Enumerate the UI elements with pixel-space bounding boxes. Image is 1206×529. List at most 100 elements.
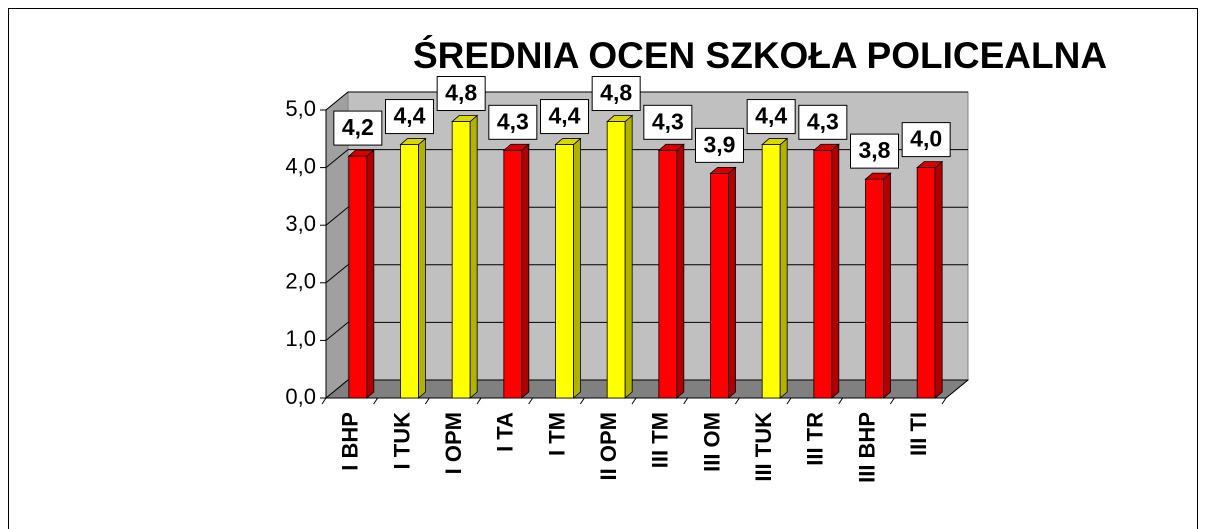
bar-top (502, 143, 530, 151)
bar-front (658, 149, 678, 399)
x-tick (579, 397, 585, 405)
value-label: 4,0 (910, 126, 942, 152)
bar (502, 143, 530, 399)
bar-top (657, 143, 685, 151)
bar (709, 166, 737, 399)
x-tick (528, 397, 534, 405)
bar-side (624, 114, 633, 399)
bar-side (521, 143, 530, 399)
x-tick (683, 397, 689, 405)
bar-front (865, 178, 884, 399)
bar-front (555, 144, 574, 399)
x-axis-end (945, 379, 969, 399)
x-tick (941, 397, 947, 405)
bar-side (366, 149, 375, 399)
bar-top (347, 149, 375, 157)
bar-top (606, 115, 634, 122)
x-tick (786, 397, 792, 405)
x-tick (373, 397, 379, 405)
x-tick (321, 397, 327, 405)
bar-top (864, 172, 892, 180)
y-tick-label: 0,0 (285, 384, 316, 409)
bar (864, 172, 892, 399)
bar-side (883, 172, 891, 399)
value-label: 4,3 (652, 108, 684, 134)
value-label-box (436, 76, 486, 112)
value-label: 3,8 (859, 137, 891, 163)
value-label: 4,2 (342, 114, 374, 140)
grid-line-side (325, 91, 349, 111)
bar-side (676, 143, 685, 399)
x-tick (476, 397, 482, 405)
x-tick-label: I OPM (441, 412, 466, 474)
x-tick-label: I TUK (389, 412, 414, 470)
x-tick (734, 397, 740, 405)
bar (399, 137, 427, 399)
value-label: 4,4 (755, 103, 787, 129)
x-tick-label: III TM (648, 412, 673, 468)
bar (916, 160, 944, 399)
x-tick (631, 397, 637, 405)
x-tick (889, 397, 895, 405)
chart-title: ŚREDNIA OCEN SZKOŁA POLICEALNA (413, 34, 1107, 76)
value-label: 3,9 (704, 131, 736, 157)
bar-front (606, 121, 626, 399)
y-tick-label: 2,0 (285, 269, 316, 294)
bar (761, 137, 789, 399)
bar-side (831, 143, 840, 399)
bar-side (573, 137, 581, 399)
x-tick-label: III TI (906, 412, 931, 456)
grid-line-side (325, 322, 349, 341)
y-tick-label: 1,0 (285, 326, 316, 351)
bar (657, 143, 685, 399)
value-label: 4,3 (807, 108, 839, 134)
value-label-box (591, 76, 641, 112)
x-tick-label: I TM (544, 412, 569, 456)
bar-front (451, 121, 471, 399)
value-label-box (695, 127, 744, 163)
bar-top (399, 138, 427, 145)
bar-side (728, 166, 736, 399)
bar-top (451, 115, 479, 122)
bar (812, 143, 840, 399)
value-label-box (798, 104, 848, 140)
bar (554, 137, 582, 399)
x-tick (424, 397, 430, 405)
bar (606, 114, 634, 399)
bar-front (710, 172, 729, 399)
value-label: 4,4 (549, 103, 581, 129)
x-tick-label: III TUK (751, 412, 776, 482)
value-label-box (488, 104, 538, 140)
bar-front (761, 144, 781, 399)
bar-top (761, 138, 789, 145)
bar-front (916, 167, 936, 399)
bar (347, 149, 375, 399)
x-tick-label: I BHP (338, 412, 363, 471)
y-tick-label: 5,0 (285, 96, 316, 121)
grid-line-side (325, 149, 349, 168)
value-label-box (746, 99, 796, 135)
bar-top (916, 161, 944, 169)
y-tick-label: 3,0 (285, 211, 316, 236)
bar-side (779, 137, 788, 399)
value-label-box (643, 104, 693, 140)
y-tick-label: 4,0 (285, 153, 316, 178)
value-label-box (385, 99, 434, 135)
value-label: 4,8 (600, 80, 632, 106)
value-label-box (901, 122, 951, 158)
bar-front (348, 155, 368, 399)
bar-front (503, 149, 523, 399)
x-tick-label: III OM (699, 412, 724, 472)
bar-side (469, 114, 478, 399)
value-label: 4,4 (394, 103, 426, 129)
value-label: 4,3 (497, 108, 529, 134)
bar-top (812, 143, 840, 151)
x-tick-label: II OPM (596, 412, 621, 480)
value-label-box (540, 99, 589, 135)
value-label-box (850, 133, 899, 169)
value-label: 4,8 (445, 80, 477, 106)
x-tick-label: III BHP (854, 412, 879, 483)
grid-line-side (325, 264, 349, 284)
